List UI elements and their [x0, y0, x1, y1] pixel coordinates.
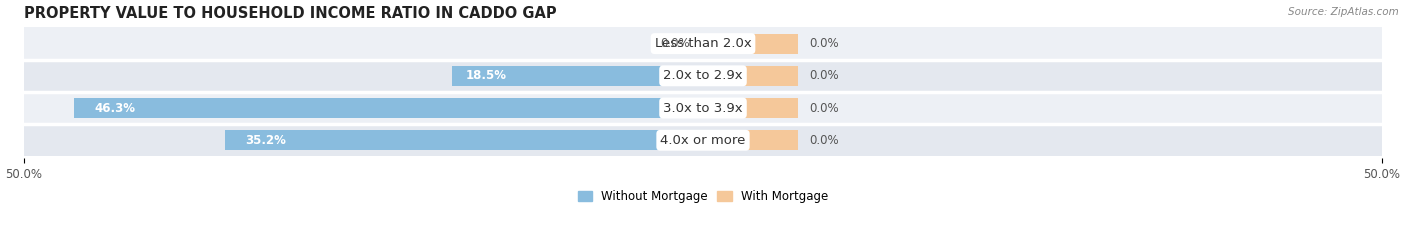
Bar: [24, 60, 1382, 92]
Text: 0.0%: 0.0%: [808, 102, 838, 115]
Bar: [24, 124, 1382, 156]
Bar: [703, 130, 799, 150]
Bar: [451, 66, 703, 86]
Text: 46.3%: 46.3%: [94, 102, 135, 115]
Bar: [703, 98, 799, 118]
Bar: [703, 34, 799, 54]
Text: 0.0%: 0.0%: [659, 37, 689, 50]
Text: Less than 2.0x: Less than 2.0x: [655, 37, 751, 50]
Text: Source: ZipAtlas.com: Source: ZipAtlas.com: [1288, 7, 1399, 17]
Text: 18.5%: 18.5%: [465, 69, 506, 82]
Text: 0.0%: 0.0%: [808, 69, 838, 82]
Text: 3.0x to 3.9x: 3.0x to 3.9x: [664, 102, 742, 115]
Bar: [225, 130, 703, 150]
Text: 0.0%: 0.0%: [808, 134, 838, 147]
Text: 35.2%: 35.2%: [246, 134, 287, 147]
Text: 2.0x to 2.9x: 2.0x to 2.9x: [664, 69, 742, 82]
Text: 0.0%: 0.0%: [808, 37, 838, 50]
Bar: [24, 92, 1382, 124]
Text: 4.0x or more: 4.0x or more: [661, 134, 745, 147]
Bar: [24, 27, 1382, 60]
Legend: Without Mortgage, With Mortgage: Without Mortgage, With Mortgage: [574, 185, 832, 208]
Bar: [699, 34, 703, 54]
Bar: [703, 66, 799, 86]
Bar: [75, 98, 703, 118]
Text: PROPERTY VALUE TO HOUSEHOLD INCOME RATIO IN CADDO GAP: PROPERTY VALUE TO HOUSEHOLD INCOME RATIO…: [24, 6, 557, 21]
